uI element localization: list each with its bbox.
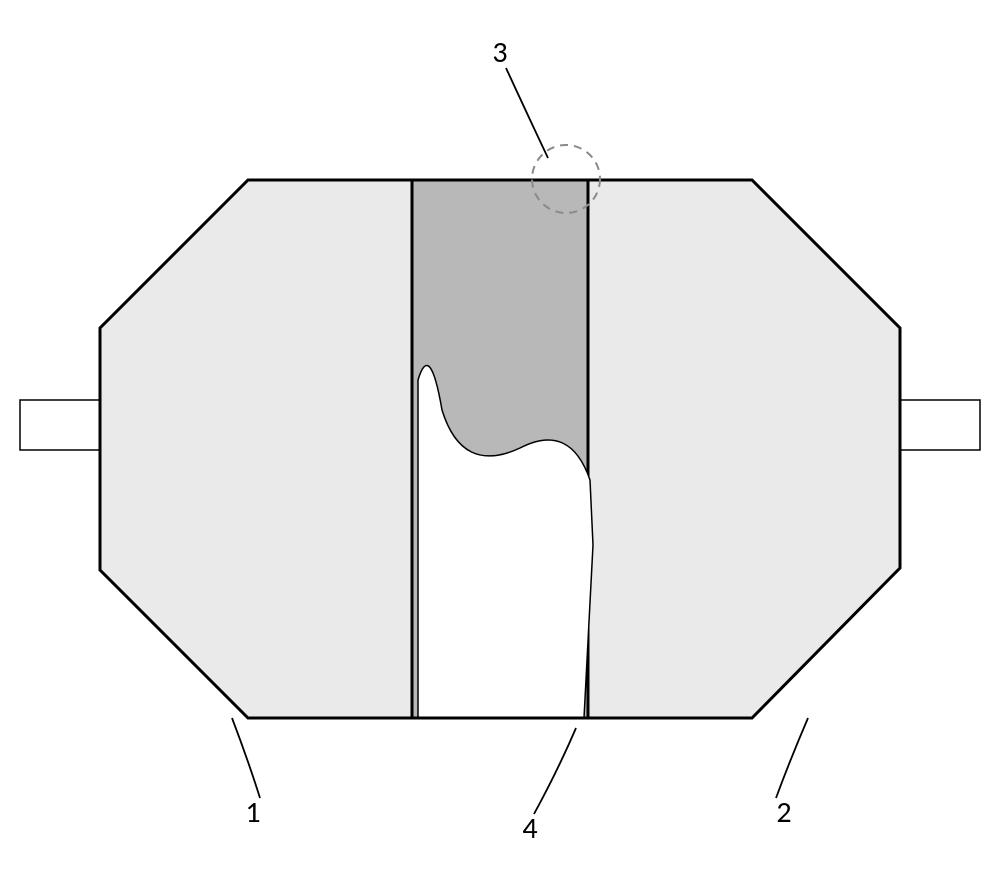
label-1: 1 — [245, 794, 260, 831]
label-1-leader — [232, 718, 260, 798]
label-4: 4 — [522, 810, 537, 847]
label-3-leader — [506, 68, 548, 158]
technical-diagram: 1 2 3 4 — [0, 0, 1000, 890]
label-3: 3 — [492, 34, 507, 71]
label-2: 2 — [776, 794, 791, 831]
label-2-leader — [776, 718, 808, 798]
label-4-leader — [534, 728, 576, 814]
